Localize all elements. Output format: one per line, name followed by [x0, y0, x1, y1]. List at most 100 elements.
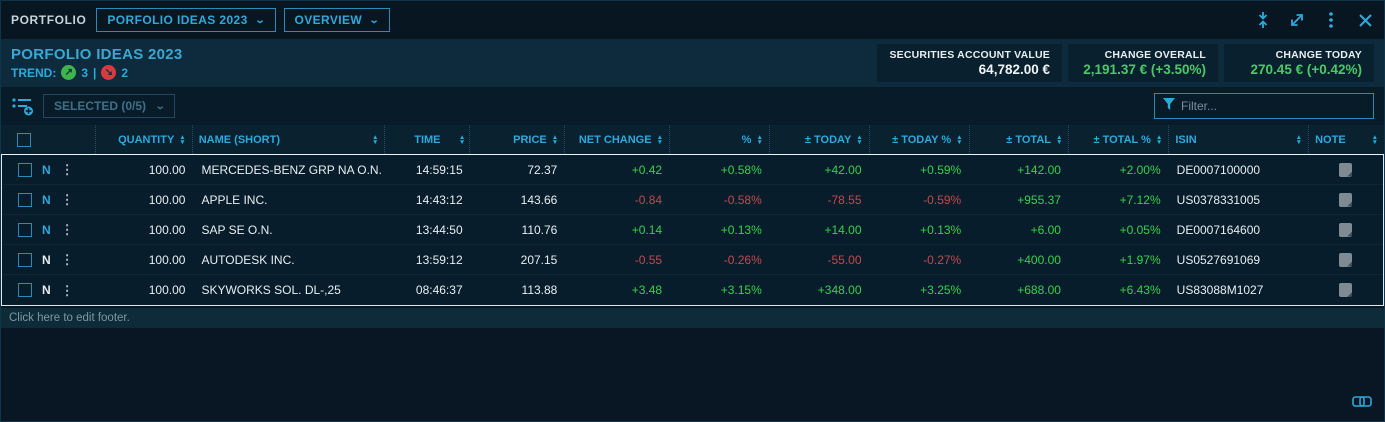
cell-today: +14.00	[824, 222, 862, 237]
news-flag: N	[42, 222, 51, 237]
cell-time: 08:46:37	[415, 283, 463, 297]
column-label: %	[741, 133, 752, 146]
column-header-time[interactable]: TIME ▲ ▼	[385, 125, 471, 154]
selected-dropdown[interactable]: SELECTED (0/5) ⌄	[43, 94, 176, 118]
sort-icon[interactable]: ▲ ▼	[756, 133, 763, 146]
table-body: N ⋮ 100.00 MERCEDES-BENZ GRP NA O.N. 14:59:…	[1, 154, 1384, 306]
row-checkbox[interactable]	[18, 162, 32, 177]
trend-label: TREND:	[11, 65, 57, 80]
sort-icon[interactable]: ▲ ▼	[956, 133, 963, 146]
column-header-isin[interactable]: ISIN ▲ ▼	[1169, 125, 1310, 154]
column-header-quantity[interactable]: QUANTITY ▲ ▼	[96, 125, 193, 154]
column-header-name[interactable]: NAME (SHORT) ▲ ▼	[193, 125, 386, 154]
row-checkbox[interactable]	[18, 192, 32, 207]
cell-net_change: -0.84	[634, 192, 663, 207]
table-row[interactable]: N ⋮ 100.00 SKYWORKS SOL. DL-,25 08:46:37 113…	[2, 275, 1383, 305]
cell-total_pct: +6.43%	[1119, 283, 1161, 297]
sort-icon[interactable]: ▲ ▼	[1295, 133, 1303, 146]
row-kebab-menu-icon[interactable]: ⋮	[60, 252, 74, 267]
column-label: ± TOTAL %	[1093, 133, 1151, 146]
channel-link-icon[interactable]	[1352, 395, 1372, 413]
news-flag: N	[42, 162, 51, 177]
news-flag: N	[42, 192, 51, 207]
expand-icon[interactable]	[1288, 11, 1306, 29]
sort-icon[interactable]: ▲ ▼	[458, 133, 466, 146]
note-icon[interactable]	[1339, 222, 1353, 237]
note-icon[interactable]	[1339, 283, 1353, 297]
column-header-total[interactable]: ± TOTAL ▲ ▼	[970, 125, 1070, 154]
column-header-price[interactable]: PRICE ▲ ▼	[470, 125, 566, 154]
portfolio-dropdown-value: PORFOLIO IDEAS 2023	[107, 13, 248, 27]
sort-icon[interactable]: ▲ ▼	[1371, 133, 1378, 146]
add-to-list-icon[interactable]	[11, 96, 35, 116]
note-icon[interactable]	[1339, 252, 1353, 267]
row-checkbox[interactable]	[18, 283, 32, 297]
cell-today: +42.00	[824, 162, 862, 177]
stat-value: 64,782.00 €	[978, 62, 1050, 77]
column-header-total_pct[interactable]: ± TOTAL % ▲ ▼	[1069, 125, 1170, 154]
cell-total: +6.00	[1030, 222, 1061, 237]
table-row[interactable]: N ⋮ 100.00 MERCEDES-BENZ GRP NA O.N. 14:59:…	[2, 155, 1383, 185]
cell-today: +348.00	[817, 283, 862, 297]
row-kebab-menu-icon[interactable]: ⋮	[60, 192, 74, 207]
footer-edit-area[interactable]: Click here to edit footer.	[1, 308, 1384, 328]
cell-pct: +3.15%	[720, 283, 762, 297]
sort-icon[interactable]: ▲ ▼	[1155, 133, 1163, 146]
select-all-checkbox[interactable]	[17, 132, 31, 147]
table-row[interactable]: N ⋮ 100.00 AUTODESK INC. 13:59:12 207.15 -0.5…	[2, 245, 1383, 275]
trend-up-icon: ↗	[61, 65, 77, 80]
chevron-down-icon: ⌄	[368, 14, 381, 26]
cell-quantity: 100.00	[148, 192, 186, 207]
stat-label: CHANGE TODAY	[1275, 49, 1362, 61]
cell-quantity: 100.00	[148, 252, 186, 267]
row-checkbox[interactable]	[18, 222, 32, 237]
cell-total_pct: +0.05%	[1119, 222, 1161, 237]
column-label: ± TOTAL	[1006, 133, 1052, 146]
kebab-menu-icon[interactable]	[1322, 11, 1340, 29]
note-icon[interactable]	[1339, 192, 1353, 207]
row-checkbox[interactable]	[18, 252, 32, 267]
cell-time: 13:59:12	[415, 252, 463, 267]
row-kebab-menu-icon[interactable]: ⋮	[60, 222, 74, 237]
table-row[interactable]: N ⋮ 100.00 APPLE INC. 14:43:12 143.66 -0.84 -0…	[2, 185, 1383, 215]
sort-icon[interactable]: ▲ ▼	[551, 133, 559, 146]
cell-quantity: 100.00	[148, 222, 186, 237]
column-header-net_change[interactable]: NET CHANGE ▲ ▼	[565, 125, 671, 154]
stat-value: 2,191.37 € (+3.50%)	[1083, 62, 1206, 77]
cell-note	[1308, 245, 1383, 274]
cell-price: 207.15	[520, 252, 558, 267]
sort-icon[interactable]: ▲ ▼	[856, 133, 863, 146]
collapse-icon[interactable]	[1254, 11, 1272, 29]
cell-price: 143.66	[520, 192, 558, 207]
sort-icon[interactable]: ▲ ▼	[1056, 133, 1063, 146]
cell-price: 72.37	[527, 162, 558, 177]
cell-name: APPLE INC.	[201, 192, 268, 207]
cell-time: 14:59:15	[415, 162, 463, 177]
row-select-cell: N ⋮	[2, 245, 97, 274]
column-header-today[interactable]: ± TODAY ▲ ▼	[770, 125, 870, 154]
cell-note	[1308, 275, 1383, 305]
table-row[interactable]: N ⋮ 100.00 SAP SE O.N. 13:44:50 110.76 +0.14 +…	[2, 215, 1383, 245]
column-label: NOTE	[1315, 133, 1346, 146]
row-kebab-menu-icon[interactable]: ⋮	[60, 282, 74, 298]
note-icon[interactable]	[1339, 162, 1353, 177]
portfolio-dropdown[interactable]: PORFOLIO IDEAS 2023 ⌄	[96, 8, 276, 32]
column-header-today_pct[interactable]: ± TODAY % ▲ ▼	[870, 125, 970, 154]
column-label: PRICE	[513, 133, 547, 146]
empty-area	[1, 328, 1384, 421]
row-select-cell: N ⋮	[2, 185, 97, 214]
view-dropdown[interactable]: OVERVIEW ⌄	[283, 8, 390, 32]
row-kebab-menu-icon[interactable]: ⋮	[60, 162, 74, 177]
column-header-note[interactable]: NOTE ▲ ▼	[1309, 125, 1384, 154]
column-header-pct[interactable]: % ▲ ▼	[670, 125, 770, 154]
sort-icon[interactable]: ▲ ▼	[179, 133, 186, 146]
filter-input[interactable]	[1181, 99, 1365, 113]
cell-today_pct: +0.59%	[920, 162, 962, 177]
sort-icon[interactable]: ▲ ▼	[656, 133, 664, 146]
close-icon[interactable]	[1356, 11, 1374, 29]
portfolio-header: PORFOLIO IDEAS 2023 TREND: ↗ 3 | ↘ 2 SEC…	[1, 39, 1384, 87]
cell-price: 110.76	[521, 222, 558, 237]
sort-icon[interactable]: ▲ ▼	[372, 133, 379, 146]
news-flag: N	[42, 283, 51, 297]
cell-today_pct: +0.13%	[920, 222, 962, 237]
